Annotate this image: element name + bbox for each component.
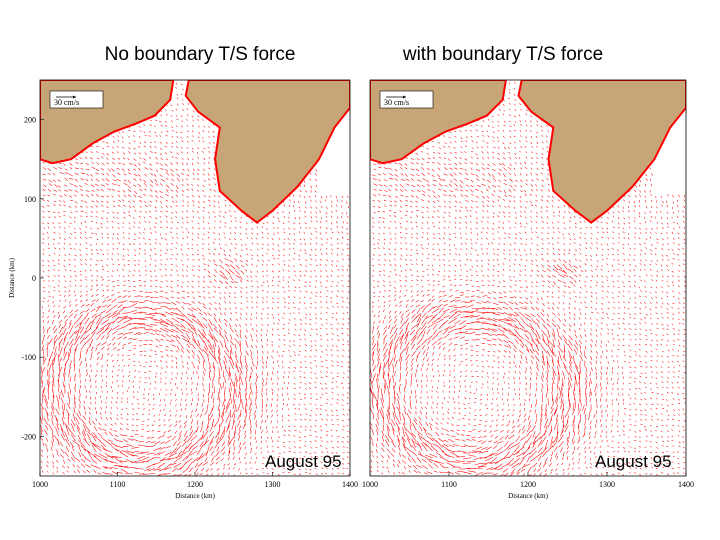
x-tick-label: 1000 xyxy=(32,480,48,489)
y-tick-label: 0 xyxy=(32,274,36,283)
panel-right: 30 cm/s August 95 1000 1100 1200 1300 1400 D… xyxy=(362,79,694,500)
coast-left xyxy=(40,80,350,224)
y-tick-label: -100 xyxy=(21,353,36,362)
scale-label-left: 30 cm/s xyxy=(54,98,79,107)
x-tick-label: 1300 xyxy=(599,480,615,489)
y-tick-label: 100 xyxy=(24,195,36,204)
y-tick-label: -200 xyxy=(21,432,36,441)
x-tick-label: 1100 xyxy=(441,480,457,489)
x-axis-label-left: Distance (km) xyxy=(175,492,216,500)
x-tick-label: 1300 xyxy=(265,480,281,489)
title-left: No boundary T/S force xyxy=(104,44,296,65)
date-label-right: August 95 xyxy=(595,452,672,471)
x-tick-label: 1000 xyxy=(362,480,378,489)
y-tick-label: 200 xyxy=(24,116,36,125)
land-mass-left xyxy=(40,80,350,223)
x-tick-label: 1400 xyxy=(678,480,694,489)
x-axis-label-right: Distance (km) xyxy=(508,492,549,500)
scale-label-right: 30 cm/s xyxy=(384,98,409,107)
x-tick-label: 1400 xyxy=(342,480,358,489)
x-tick-label: 1200 xyxy=(520,480,536,489)
scale-box-right: 30 cm/s xyxy=(379,90,434,109)
land-mass-right xyxy=(370,80,686,223)
panel-left: 30 cm/s August 95 1000 1100 1200 1300 140020… xyxy=(8,79,358,500)
date-label-left: August 95 xyxy=(265,452,342,471)
scale-box-left: 30 cm/s xyxy=(49,90,104,109)
x-tick-label: 1100 xyxy=(110,480,126,489)
title-right: with boundary T/S force xyxy=(402,44,604,65)
y-axis-label-left: Distance (km) xyxy=(8,257,16,298)
coast-right xyxy=(370,80,686,224)
x-tick-label: 1200 xyxy=(187,480,203,489)
axes-right: 1000 1100 1200 1300 1400 xyxy=(362,472,694,489)
